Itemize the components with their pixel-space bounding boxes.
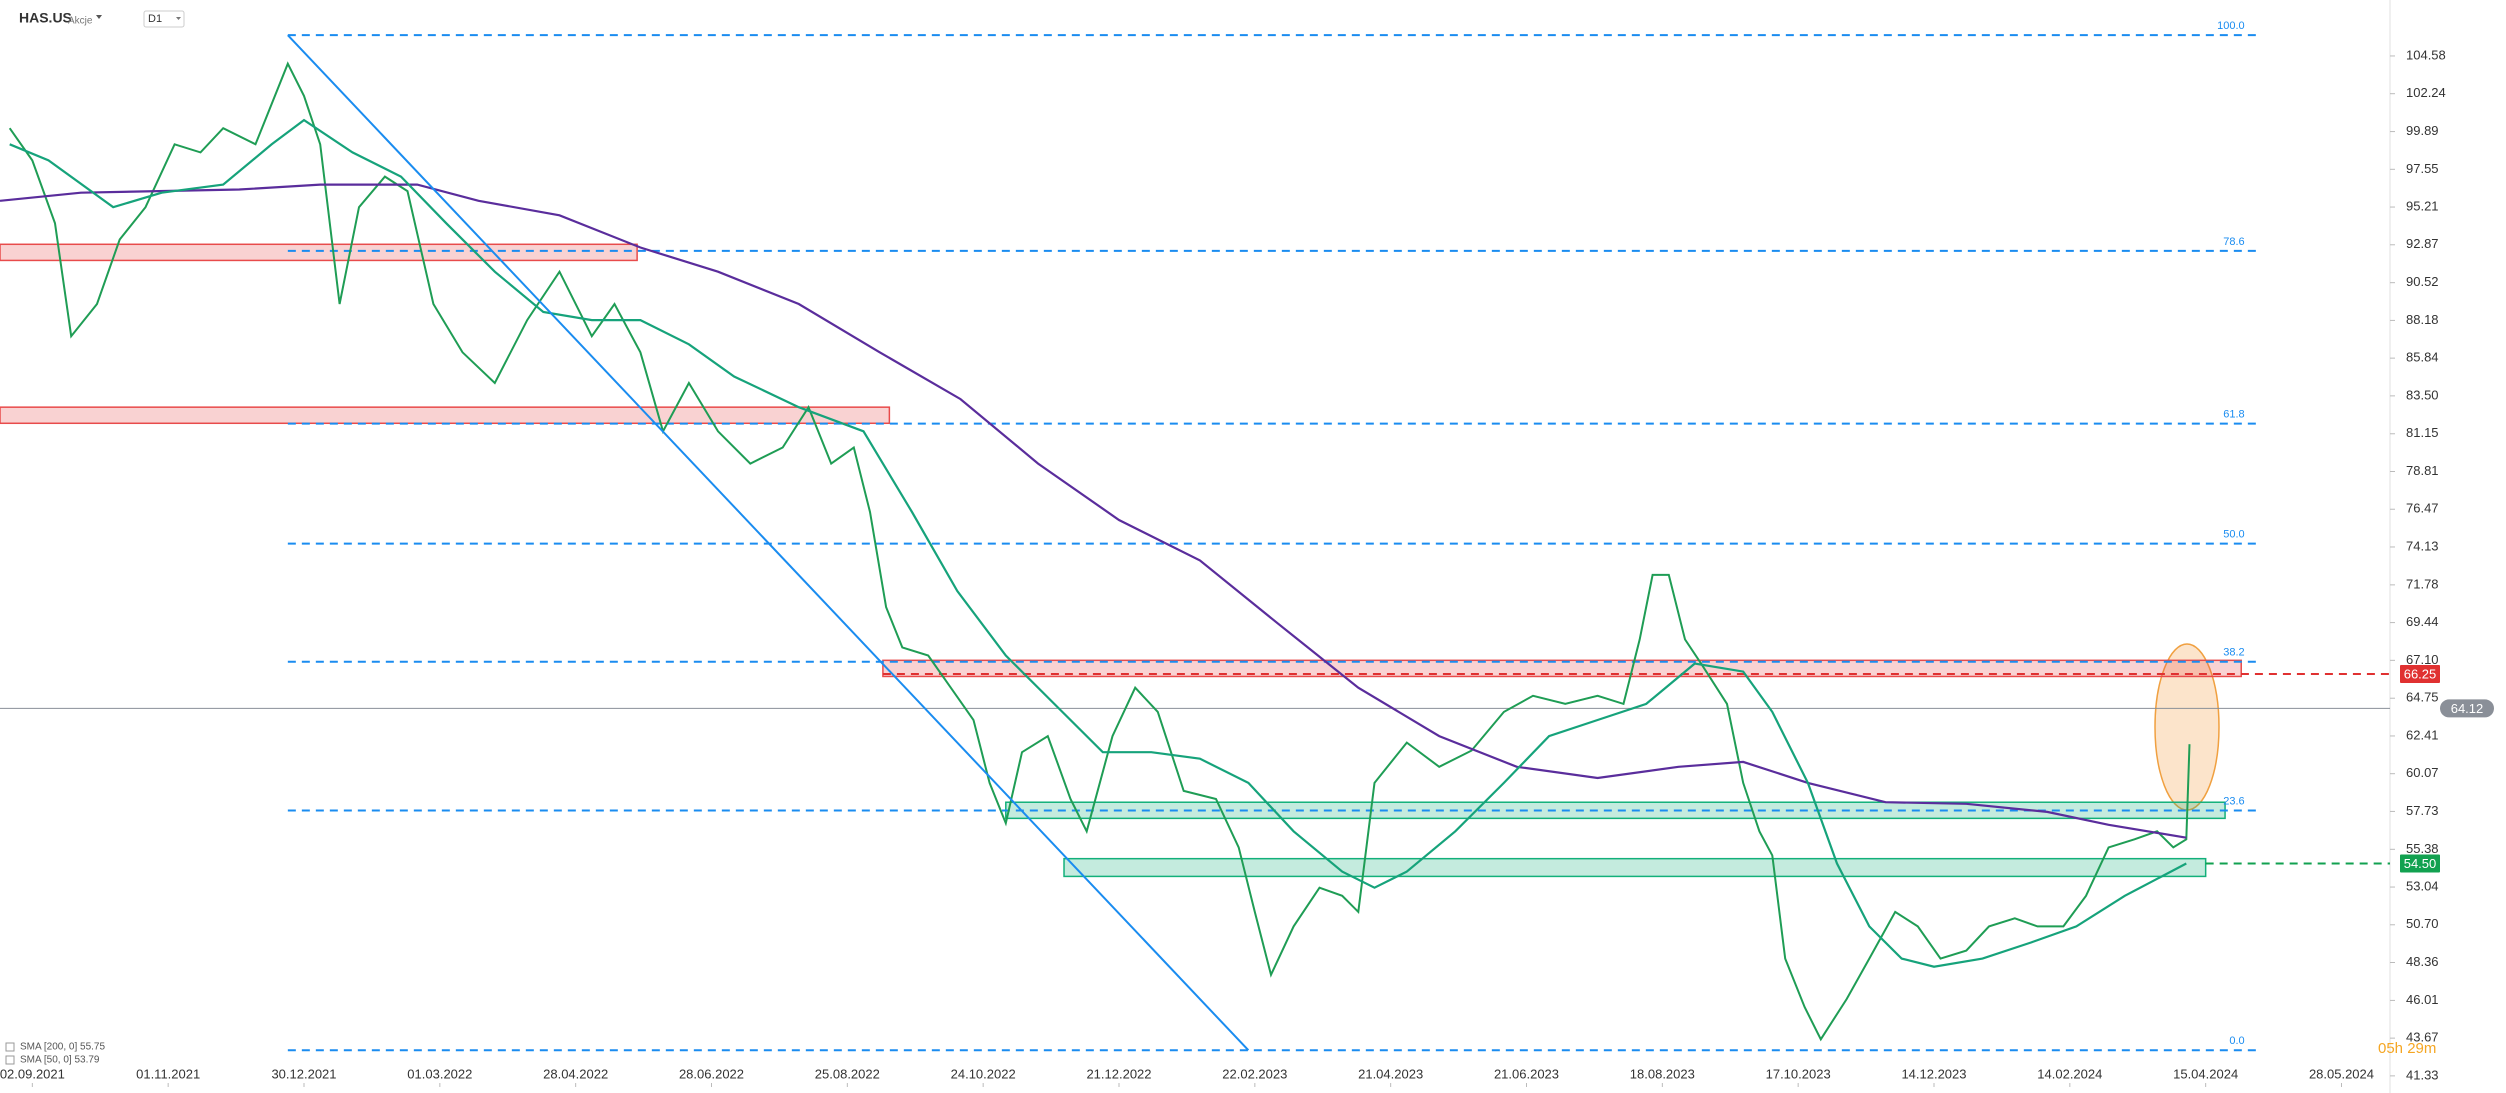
y-tick-label: 43.67 — [2406, 1030, 2439, 1045]
y-tick-label: 95.21 — [2406, 198, 2439, 213]
y-tick-label: 67.10 — [2406, 652, 2439, 667]
price-tag — [2400, 665, 2440, 684]
y-tick-label: 74.13 — [2406, 538, 2439, 553]
y-tick-label: 76.47 — [2406, 501, 2439, 516]
x-tick-label: 21.06.2023 — [1494, 1066, 1559, 1081]
y-tick-label: 104.58 — [2406, 47, 2446, 62]
y-tick-label: 85.84 — [2406, 350, 2439, 365]
fib-label: 50.0 — [2223, 528, 2244, 540]
legend-entry: SMA [50, 0] 53.79 — [20, 1055, 100, 1066]
fib-label: 38.2 — [2223, 647, 2244, 659]
y-tick-label: 64.75 — [2406, 690, 2439, 705]
y-tick-label: 55.38 — [2406, 841, 2439, 856]
y-tick-label: 99.89 — [2406, 123, 2439, 138]
y-tick-label: 50.70 — [2406, 916, 2439, 931]
y-tick-label: 46.01 — [2406, 992, 2439, 1007]
x-tick-label: 17.10.2023 — [1766, 1066, 1831, 1081]
y-tick-label: 83.50 — [2406, 387, 2439, 402]
y-tick-label: 97.55 — [2406, 161, 2439, 176]
fib-label: 23.6 — [2223, 795, 2244, 807]
price-tag-label: 66.25 — [2404, 666, 2437, 681]
fib-label: 78.6 — [2223, 236, 2244, 248]
x-tick-label: 02.09.2021 — [0, 1066, 65, 1081]
y-tick-label: 60.07 — [2406, 765, 2439, 780]
symbol-kind: Akcje — [68, 16, 93, 27]
x-tick-label: 30.12.2021 — [271, 1066, 336, 1081]
interval[interactable]: D1 — [148, 13, 162, 25]
y-tick-label: 71.78 — [2406, 576, 2439, 591]
y-tick-label: 102.24 — [2406, 85, 2446, 100]
x-tick-label: 25.08.2022 — [815, 1066, 880, 1081]
x-tick-label: 21.12.2022 — [1086, 1066, 1151, 1081]
trendline — [287, 34, 1250, 1051]
price-tag — [2440, 699, 2494, 718]
fib-label: 100.0 — [2217, 20, 2245, 32]
countdown: 05h 29m — [2378, 1040, 2436, 1057]
x-tick-label: 01.11.2021 — [136, 1066, 200, 1081]
y-tick-label: 78.81 — [2406, 463, 2439, 478]
zone — [1063, 857, 2207, 878]
y-tick-label: 53.04 — [2406, 878, 2439, 893]
x-tick-label: 28.04.2022 — [543, 1066, 608, 1081]
sma-line — [0, 183, 2187, 839]
legend-swatch — [5, 1055, 15, 1065]
dropdown-arrow[interactable] — [176, 17, 181, 20]
dropdown-arrow[interactable] — [96, 15, 102, 19]
x-tick-label: 28.05.2024 — [2309, 1066, 2374, 1081]
x-tick-label: 01.03.2022 — [407, 1066, 472, 1081]
x-tick-label: 21.04.2023 — [1358, 1066, 1423, 1081]
price-tag — [2400, 854, 2440, 873]
price-tag-label: 64.12 — [2451, 701, 2484, 716]
plot-area — [0, 0, 2390, 1087]
x-tick-label: 14.12.2023 — [1901, 1066, 1966, 1081]
y-tick-label: 92.87 — [2406, 236, 2439, 251]
legend-entry: SMA [200, 0] 55.75 — [20, 1042, 105, 1053]
y-tick-label: 48.36 — [2406, 954, 2439, 969]
sma-line — [9, 118, 2187, 968]
legend-swatch — [5, 1042, 15, 1052]
x-tick-label: 18.08.2023 — [1630, 1066, 1695, 1081]
x-tick-label: 28.06.2022 — [679, 1066, 744, 1081]
price-line — [8, 61, 2191, 1042]
x-tick-label: 22.02.2023 — [1222, 1066, 1287, 1081]
y-tick-label: 41.33 — [2406, 1067, 2439, 1082]
x-tick-label: 14.02.2024 — [2037, 1066, 2102, 1081]
fib-label: 0.0 — [2229, 1035, 2244, 1047]
y-tick-label: 90.52 — [2406, 274, 2439, 289]
symbol[interactable]: HAS.US — [19, 10, 72, 26]
interval-select[interactable] — [143, 10, 185, 28]
zone — [0, 406, 891, 425]
zone — [882, 659, 2242, 678]
y-tick-label: 88.18 — [2406, 312, 2439, 327]
x-tick-label: 24.10.2022 — [951, 1066, 1016, 1081]
y-tick-label: 57.73 — [2406, 803, 2439, 818]
x-tick-label: 15.04.2024 — [2173, 1066, 2238, 1081]
y-tick-label: 62.41 — [2406, 727, 2439, 742]
y-tick-label: 81.15 — [2406, 425, 2439, 440]
fib-label: 61.8 — [2223, 409, 2244, 421]
price-tag-label: 54.50 — [2404, 856, 2437, 871]
y-tick-label: 69.44 — [2406, 614, 2439, 629]
zone — [0, 243, 638, 262]
